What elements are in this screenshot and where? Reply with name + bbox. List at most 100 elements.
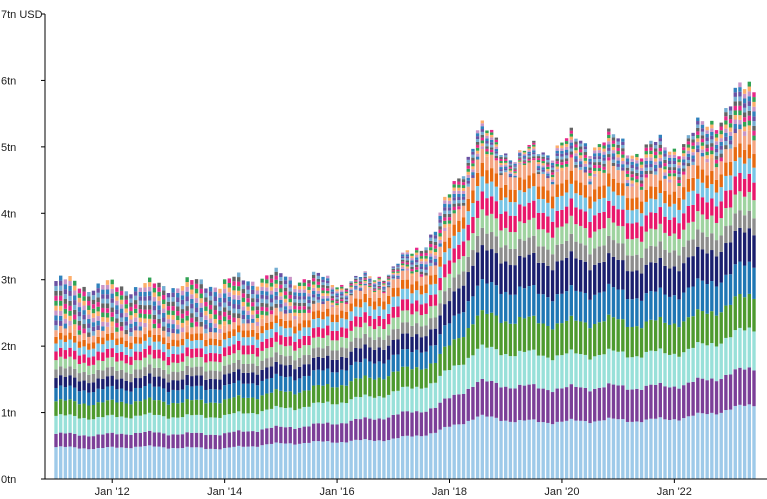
- bar-segment-minor: [611, 137, 616, 141]
- bar-segment-12: [330, 307, 335, 315]
- bar-segment-11: [724, 162, 728, 176]
- bar-segment-11: [105, 333, 110, 341]
- bar-segment-10: [82, 346, 86, 355]
- bar-segment-minor: [157, 300, 161, 306]
- bar-segment-minor: [152, 305, 157, 311]
- bar-segment-minor: [569, 151, 573, 155]
- bar-segment-10: [363, 302, 367, 313]
- month-bar: [602, 142, 606, 479]
- bar-segment-5: [574, 290, 578, 321]
- bar-segment-1: [447, 426, 452, 479]
- bar-segment-5: [119, 388, 124, 402]
- bar-segment-11: [672, 191, 677, 204]
- bar-segment-12: [269, 314, 274, 322]
- bar-segment-minor: [560, 159, 564, 163]
- bar-segment-11: [550, 196, 555, 209]
- bar-segment-3: [82, 417, 86, 436]
- bar-segment-1: [635, 421, 639, 479]
- x-tick-label: Jan '12: [95, 486, 130, 498]
- bar-segment-minor: [344, 294, 349, 297]
- month-bar: [260, 278, 264, 479]
- bar-segment-10: [255, 339, 260, 348]
- bar-segment-10: [536, 199, 541, 213]
- bar-segment-minor: [260, 302, 264, 307]
- bar-segment-9: [625, 223, 630, 239]
- bar-segment-2: [480, 378, 484, 415]
- bar-segment-minor: [199, 298, 203, 303]
- bar-segment-minor: [368, 287, 372, 289]
- bar-segment-minor: [358, 283, 363, 286]
- bar-segment-minor: [574, 150, 578, 154]
- bar-segment-minor: [471, 160, 475, 164]
- bar-segment-7: [321, 348, 325, 358]
- month-bar: [396, 263, 400, 479]
- bar-segment-minor: [101, 307, 105, 313]
- bar-segment-7: [583, 245, 588, 262]
- bar-segment-7: [87, 374, 91, 384]
- month-bar: [335, 287, 339, 479]
- bar-segment-4: [279, 390, 283, 408]
- bar-segment-minor: [438, 229, 442, 234]
- bar-segment-minor: [696, 124, 700, 128]
- bar-segment-12: [363, 285, 367, 294]
- bar-segment-10: [124, 347, 128, 355]
- bar-segment-5: [269, 377, 274, 393]
- bar-segment-minor: [747, 81, 751, 87]
- bar-segment-minor: [260, 294, 264, 299]
- bar-segment-6: [185, 374, 189, 386]
- bar-segment-10: [621, 195, 625, 210]
- bar-segment-minor: [194, 302, 199, 308]
- bar-segment-minor: [686, 163, 691, 167]
- bar-segment-4: [87, 405, 91, 420]
- bar-segment-11: [742, 149, 747, 164]
- bar-segment-2: [415, 411, 419, 436]
- bar-segment-minor: [166, 323, 171, 328]
- bar-segment-1: [166, 448, 171, 479]
- bar-segment-minor: [653, 168, 658, 172]
- bar-segment-minor: [714, 152, 719, 157]
- bar-segment-2: [255, 431, 260, 447]
- bar-segment-1: [265, 444, 269, 479]
- bar-segment-minor: [485, 135, 489, 139]
- bar-segment-6: [335, 359, 339, 373]
- bar-segment-6: [115, 379, 119, 390]
- bar-segment-minor: [728, 144, 733, 149]
- bar-segment-7: [644, 248, 648, 265]
- bar-segment-minor: [457, 203, 461, 207]
- bar-segment-1: [152, 446, 157, 479]
- bar-segment-minor: [222, 302, 227, 308]
- bar-segment-1: [522, 420, 527, 479]
- bar-segment-minor: [588, 155, 592, 159]
- bar-segment-minor: [302, 289, 306, 293]
- bar-segment-minor: [419, 253, 424, 257]
- bar-segment-9: [321, 328, 325, 338]
- bar-segment-minor: [377, 284, 381, 286]
- bar-segment-minor: [494, 144, 499, 147]
- bar-segment-minor: [293, 292, 297, 296]
- bar-segment-4: [588, 328, 592, 360]
- bar-segment-11: [316, 310, 321, 319]
- bar-segment-1: [344, 442, 349, 479]
- bar-segment-minor: [583, 163, 588, 167]
- month-bar: [480, 120, 484, 479]
- bar-segment-1: [471, 419, 475, 479]
- bar-segment-12: [349, 295, 353, 304]
- bar-segment-2: [752, 370, 756, 407]
- bar-segment-minor: [415, 252, 419, 256]
- bar-segment-6: [564, 257, 569, 292]
- bar-segment-3: [190, 415, 194, 433]
- bar-segment-5: [578, 291, 583, 322]
- bar-segment-minor: [396, 277, 400, 279]
- bar-segment-1: [148, 445, 152, 479]
- bar-segment-minor: [625, 155, 630, 159]
- bar-segment-9: [227, 346, 232, 356]
- bar-segment-minor: [377, 285, 381, 288]
- bar-segment-minor: [518, 154, 522, 156]
- bar-segment-8: [494, 218, 499, 237]
- bar-segment-minor: [630, 174, 634, 178]
- month-bar: [700, 121, 705, 479]
- bar-segment-8: [232, 353, 236, 363]
- bar-segment-minor: [152, 319, 157, 324]
- bar-segment-8: [208, 361, 213, 371]
- bar-segment-minor: [569, 127, 573, 131]
